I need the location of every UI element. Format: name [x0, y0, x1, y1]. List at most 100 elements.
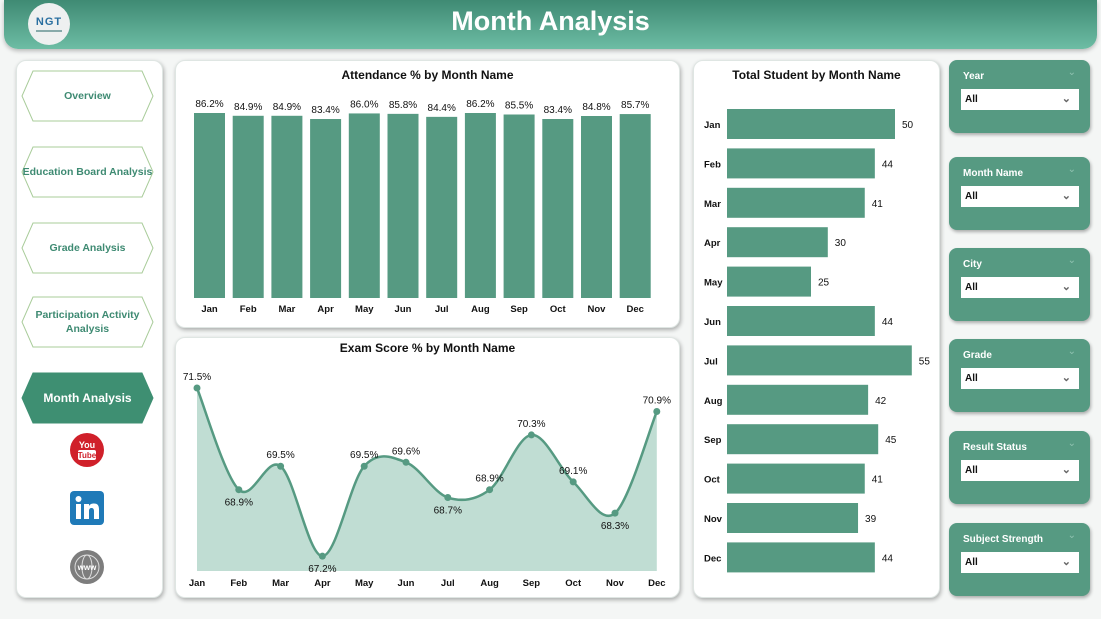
exam-point[interactable] [527, 431, 535, 439]
exam-point[interactable] [402, 458, 410, 466]
attendance-data-label: 86.2% [466, 99, 494, 110]
chevron-down-icon[interactable]: ⌄ [1067, 67, 1076, 78]
exam-point[interactable] [569, 478, 577, 486]
attendance-bar[interactable] [387, 113, 419, 299]
students-data-label: 50 [902, 120, 914, 131]
students-y-tick: Apr [704, 238, 721, 249]
attendance-data-label: 85.8% [389, 100, 417, 111]
nav-button-overview[interactable]: Overview [21, 70, 154, 122]
students-data-label: 45 [885, 435, 897, 446]
exam-point[interactable] [277, 462, 285, 470]
nav-button-participation-activity-analysis[interactable]: Participation Activity Analysis [21, 296, 154, 348]
attendance-bar[interactable] [271, 115, 303, 298]
exam-point[interactable] [653, 407, 661, 415]
chevron-down-icon[interactable]: ⌄ [1067, 346, 1076, 357]
youtube-icon[interactable]: You Tube [70, 433, 104, 467]
slicer-grade: Grade ⌄ All ⌄ [949, 339, 1090, 412]
website-icon[interactable]: www [70, 550, 104, 584]
slicer-label: Month Name [963, 168, 1023, 179]
students-y-tick: Nov [704, 514, 723, 525]
attendance-x-tick: Sep [510, 304, 528, 315]
students-bar[interactable] [727, 503, 859, 533]
ngt-logo: NGT [28, 3, 70, 45]
slicer-dropdown[interactable]: All ⌄ [961, 460, 1079, 481]
slicer-dropdown[interactable]: All ⌄ [961, 368, 1079, 389]
exam-x-tick: Jan [189, 578, 206, 589]
slicer-value: All [965, 94, 978, 105]
chevron-down-icon: ⌄ [1061, 190, 1071, 202]
attendance-bar[interactable] [310, 119, 342, 298]
students-bar[interactable] [727, 148, 875, 179]
attendance-bar[interactable] [464, 113, 496, 298]
slicer-dropdown[interactable]: All ⌄ [961, 186, 1079, 207]
students-y-tick: Jul [704, 356, 718, 367]
chevron-down-icon[interactable]: ⌄ [1067, 164, 1076, 175]
slicer-label: City [963, 259, 982, 270]
exam-point[interactable] [360, 462, 368, 470]
students-y-tick: Jun [704, 317, 721, 328]
attendance-bar[interactable] [542, 119, 574, 298]
slicer-dropdown[interactable]: All ⌄ [961, 552, 1079, 573]
attendance-x-tick: Mar [278, 304, 295, 315]
nav-button-month-analysis[interactable]: Month Analysis [21, 372, 154, 424]
exam-point[interactable] [193, 384, 201, 392]
students-y-tick: Oct [704, 475, 721, 486]
attendance-bar[interactable] [619, 114, 651, 298]
students-chart-card: Total Student by Month Name Jan 50 Feb 44 Ma… [693, 60, 940, 598]
exam-x-tick: Feb [230, 578, 247, 589]
students-bar[interactable] [727, 542, 875, 573]
nav-button-grade-analysis[interactable]: Grade Analysis [21, 222, 154, 274]
exam-chart-card: Exam Score % by Month Name 71.5% Jan 68.9%… [175, 337, 680, 598]
nav-button-education-board-analysis[interactable]: Education Board Analysis [21, 146, 154, 198]
attendance-data-label: 85.7% [621, 100, 649, 111]
nav-button-label: Education Board Analysis [22, 165, 153, 178]
students-bar[interactable] [727, 227, 828, 258]
students-bar[interactable] [727, 187, 865, 218]
exam-data-label: 68.7% [434, 506, 462, 517]
attendance-data-label: 84.4% [428, 103, 456, 114]
attendance-bar[interactable] [348, 113, 380, 298]
students-bar[interactable] [727, 345, 912, 376]
students-bar[interactable] [727, 463, 865, 494]
slicer-value: All [965, 373, 978, 384]
exam-data-label: 71.5% [183, 372, 211, 383]
chevron-down-icon[interactable]: ⌄ [1067, 255, 1076, 266]
attendance-x-tick: Oct [550, 304, 567, 315]
nav-button-label: Participation Activity Analysis [35, 308, 140, 335]
attendance-bar[interactable] [232, 115, 264, 298]
exam-point[interactable] [318, 552, 326, 560]
attendance-bar[interactable] [503, 114, 535, 298]
exam-point[interactable] [444, 494, 452, 502]
attendance-bar[interactable] [426, 116, 458, 298]
attendance-bar[interactable] [581, 116, 612, 298]
attendance-chart-card: Attendance % by Month Name 86.2% Jan 84.9%… [175, 60, 680, 328]
attendance-bar[interactable] [194, 113, 225, 298]
attendance-data-label: 85.5% [505, 101, 533, 112]
chevron-down-icon[interactable]: ⌄ [1067, 530, 1076, 541]
exam-point[interactable] [486, 486, 494, 494]
slicer-label: Result Status [963, 442, 1027, 453]
nav-button-label: Overview [64, 89, 111, 102]
chevron-down-icon[interactable]: ⌄ [1067, 438, 1076, 449]
students-bar[interactable] [727, 384, 869, 415]
exam-x-tick: Jun [398, 578, 415, 589]
exam-point[interactable] [611, 509, 619, 517]
exam-x-tick: Aug [480, 578, 499, 589]
attendance-x-tick: Jul [435, 304, 449, 315]
students-y-tick: Jan [704, 120, 721, 131]
nav-button-label: Month Analysis [43, 390, 132, 405]
slicer-dropdown[interactable]: All ⌄ [961, 89, 1079, 110]
students-data-label: 55 [919, 356, 931, 367]
attendance-x-tick: May [355, 304, 374, 315]
students-bar[interactable] [727, 109, 895, 139]
students-bar[interactable] [727, 306, 875, 336]
exam-x-tick: Sep [523, 578, 541, 589]
students-bar[interactable] [727, 266, 811, 297]
exam-point[interactable] [235, 486, 243, 494]
slicer-dropdown[interactable]: All ⌄ [961, 277, 1079, 298]
exam-x-tick: Apr [314, 578, 331, 589]
slicer-year: Year ⌄ All ⌄ [949, 60, 1090, 133]
attendance-chart: 86.2% Jan 84.9% Feb 84.9% Mar 83.4% Apr 86.0% May… [194, 99, 651, 315]
students-bar[interactable] [727, 424, 879, 455]
linkedin-icon[interactable] [70, 491, 104, 525]
